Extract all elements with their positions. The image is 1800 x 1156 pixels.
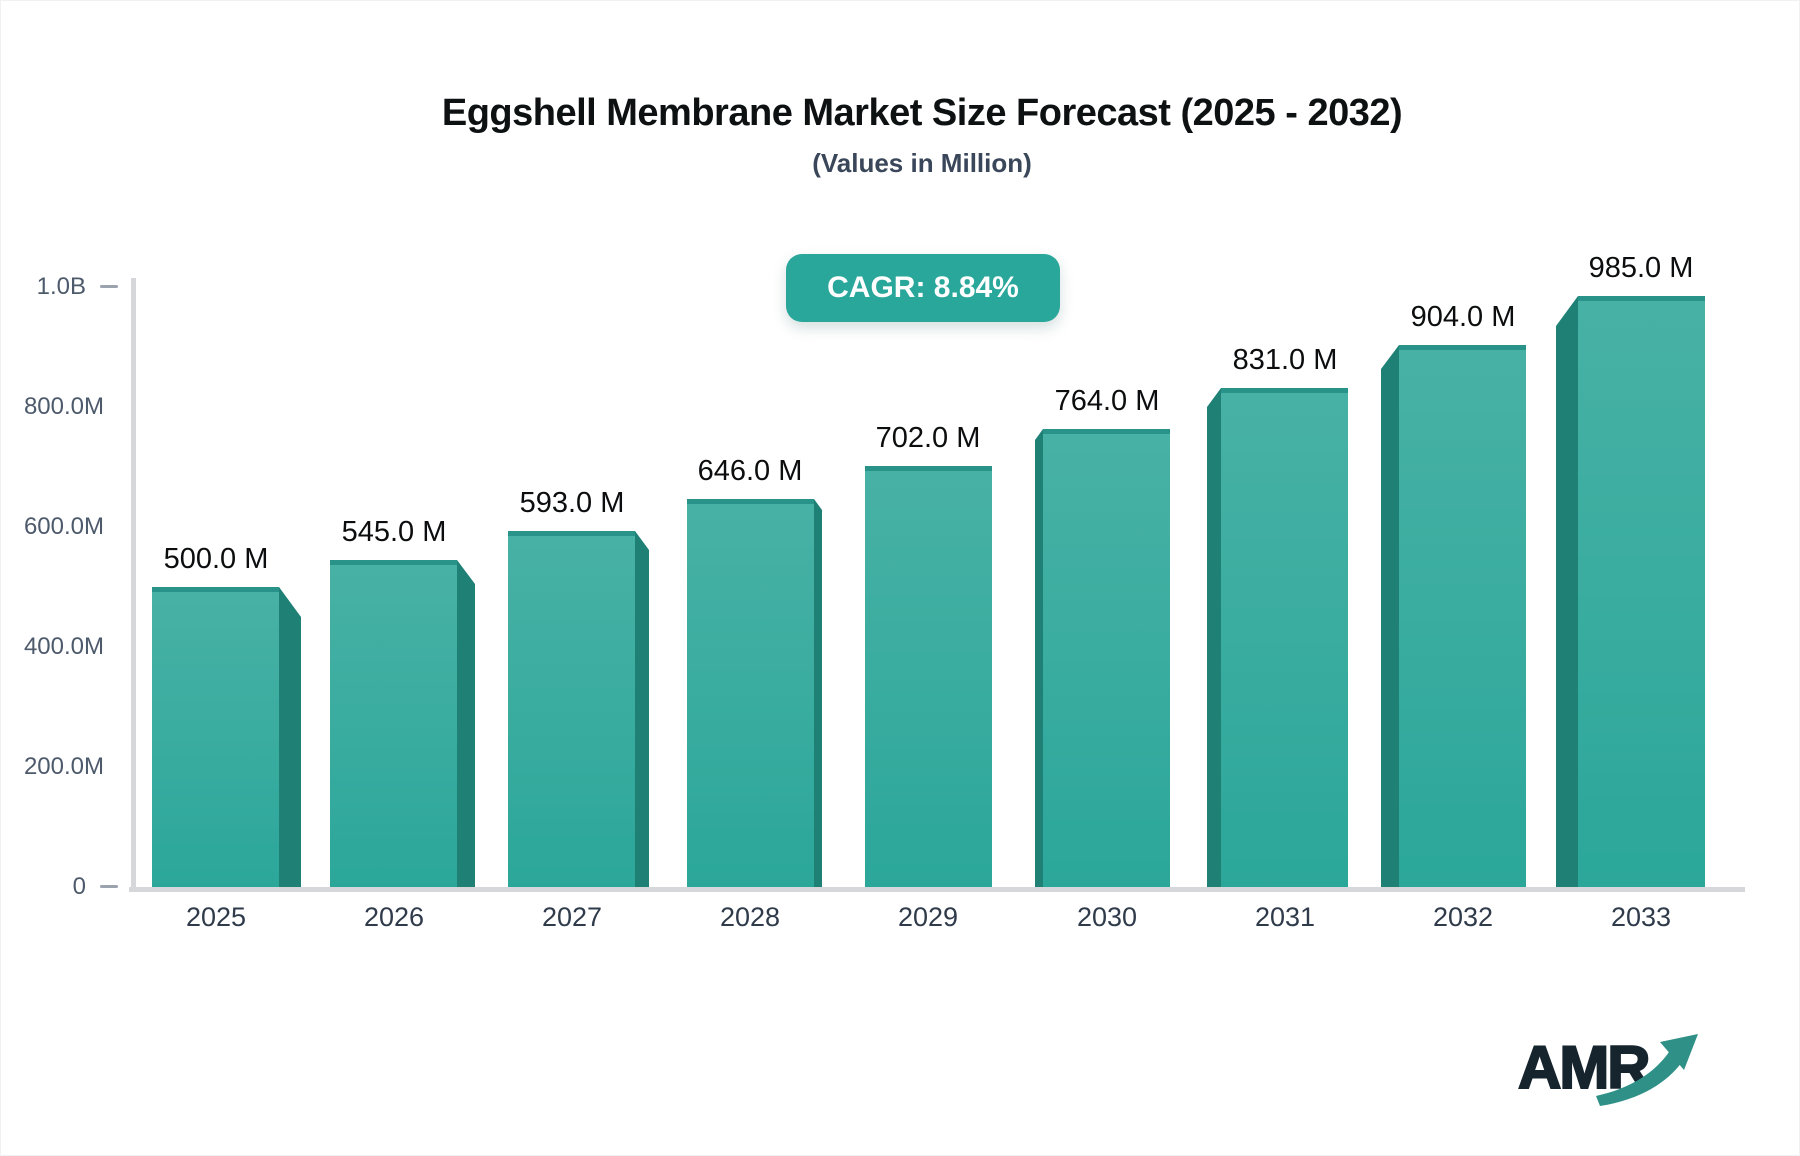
y-axis-tick-dash [100,285,118,288]
bar-value-label: 545.0 M [341,516,447,548]
bar-value-label: 985.0 M [1588,252,1694,284]
y-axis-tick-label: 800.0M [23,393,104,420]
y-axis-tick-label: 400.0M [23,633,104,660]
y-axis-tick-label: 1.0B [36,273,86,300]
bar-3d-side [635,531,649,887]
bar [1043,429,1170,887]
chart-subtitle: (Values in Million) [812,148,1032,178]
chart-title: Eggshell Membrane Market Size Forecast (… [441,92,1403,134]
bar [865,466,992,887]
y-axis-tick-label: 600.0M [23,513,104,540]
bar [1578,296,1705,887]
amr-logo: AMR [1517,1033,1698,1106]
bar-value-label: 593.0 M [519,487,625,519]
x-axis-tick-label: 2030 [1076,902,1138,932]
bar-3d-side [279,587,301,887]
bar-value-label: 764.0 M [1054,385,1160,417]
bar-value-label: 831.0 M [1232,344,1338,376]
y-axis-line [131,278,136,892]
x-axis-line [129,887,1745,892]
bar [1221,388,1348,887]
bar-3d-side [457,560,475,887]
bar-value-label: 500.0 M [163,543,269,575]
bar-3d-side [1556,296,1578,887]
amr-logo-arrow-swoosh [1596,1052,1682,1106]
x-axis-tick-label: 2027 [541,902,603,932]
bar-3d-side [1381,345,1399,887]
x-axis-tick-label: 2025 [185,902,247,932]
bar [687,499,814,887]
bar-3d-side [814,499,822,887]
amr-logo-arrowhead-icon [1660,1034,1698,1070]
y-axis-tick-label: 0 [72,873,86,900]
x-axis-tick-label: 2032 [1432,902,1494,932]
bar-value-label: 646.0 M [697,455,803,487]
x-axis-tick-label: 2028 [719,902,781,932]
bar-value-label: 702.0 M [875,422,981,454]
bar [330,560,457,887]
x-axis-tick-label: 2029 [897,902,959,932]
x-axis-tick-label: 2031 [1254,902,1316,932]
bar [152,587,279,887]
x-axis-tick-label: 2026 [363,902,425,932]
bar [1399,345,1526,887]
y-axis-tick-dash [100,885,118,888]
bar-value-label: 904.0 M [1410,301,1516,333]
bar [508,531,635,887]
cagr-badge: CAGR: 8.84% [786,254,1060,322]
bar-3d-side [1035,429,1043,887]
x-axis-tick-label: 2033 [1610,902,1672,932]
y-axis-tick-label: 200.0M [23,753,104,780]
bar-3d-side [1207,388,1221,887]
